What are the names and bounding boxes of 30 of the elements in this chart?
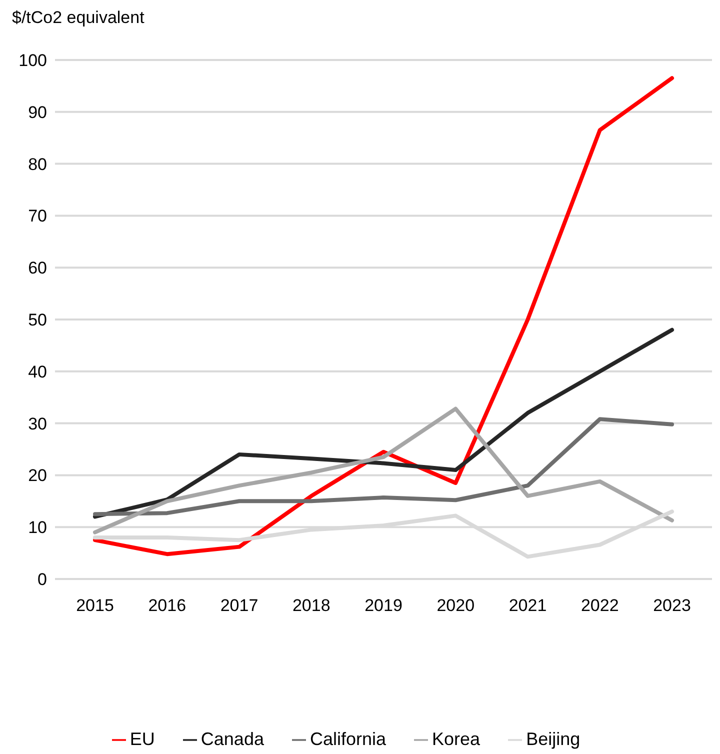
y-tick-label: 40 (28, 362, 47, 382)
legend-label: EU (130, 729, 155, 749)
x-tick-label: 2018 (292, 596, 330, 616)
x-tick-label: 2017 (220, 596, 258, 616)
y-tick-label: 90 (28, 102, 47, 122)
legend-label: Canada (200, 729, 264, 749)
x-tick-label: 2020 (436, 596, 475, 616)
y-tick-label: 70 (28, 206, 47, 226)
x-tick-label: 2015 (76, 596, 114, 616)
y-tick-label: 50 (28, 310, 47, 330)
y-axis-title: $/tCo2 equivalent (11, 8, 146, 29)
line-series (93, 417, 674, 516)
y-tick-label: 80 (28, 154, 47, 174)
line-series (93, 76, 674, 556)
y-tick-label: 60 (28, 258, 47, 278)
y-tick-label: 20 (28, 466, 47, 486)
y-tick-label: 10 (28, 518, 47, 538)
line-series (93, 406, 674, 534)
legend-label: Beijing (526, 729, 580, 749)
x-tick-label: 2016 (148, 596, 186, 616)
y-tick-label: 100 (18, 51, 47, 70)
x-tick-label: 2019 (364, 596, 402, 616)
line-series (93, 328, 674, 519)
y-tick-label: 30 (28, 414, 47, 434)
legend-label: Korea (432, 729, 480, 749)
y-tick-label: 0 (38, 570, 47, 590)
x-tick-label: 2022 (580, 596, 619, 616)
x-tick-label: 2023 (653, 596, 691, 616)
x-tick-label: 2021 (508, 596, 547, 616)
legend-label: California (310, 729, 386, 749)
